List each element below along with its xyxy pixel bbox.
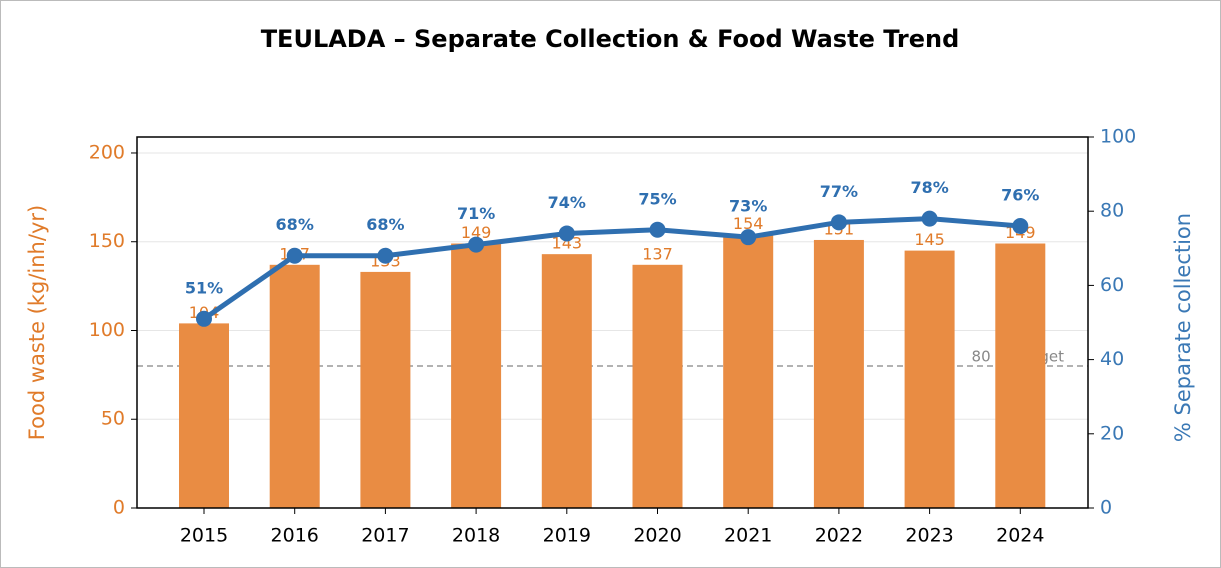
y-axis-label: Food waste (kg/inh/yr)	[25, 205, 49, 440]
x-tick-label: 2019	[543, 525, 591, 547]
y-tick-label: 50	[101, 408, 125, 430]
bar	[723, 234, 774, 508]
line-value-label: 74%	[548, 193, 586, 212]
y-tick-label: 150	[89, 230, 125, 252]
line-value-label: 68%	[366, 215, 404, 234]
bar	[904, 250, 955, 508]
line-value-label: 68%	[276, 215, 314, 234]
y2-tick-label: 60	[1100, 274, 1124, 296]
bar	[360, 271, 411, 508]
bar-value-label: 137	[642, 244, 673, 263]
x-tick-label: 2015	[180, 525, 228, 547]
line-value-label: 77%	[820, 182, 858, 201]
x-tick-label: 2020	[633, 525, 681, 547]
bar	[269, 264, 320, 508]
line-value-label: 73%	[729, 197, 767, 216]
bar	[179, 323, 229, 508]
y-tick-label: 0	[113, 497, 125, 519]
line-value-label: 76%	[1001, 186, 1039, 205]
x-tick-label: 2021	[724, 525, 772, 547]
y2-tick-label: 100	[1100, 126, 1136, 148]
bar	[451, 243, 502, 508]
line	[202, 216, 1021, 321]
bar	[541, 254, 592, 508]
bar-value-label: 154	[733, 214, 764, 233]
x-tick-label: 2023	[905, 525, 953, 547]
line-value-label: 75%	[638, 189, 676, 208]
plot-frame	[136, 136, 1089, 509]
line-value-label: 51%	[185, 278, 223, 297]
line-value-label: 71%	[457, 204, 495, 223]
bar-value-label: 145	[914, 230, 945, 249]
chart-title: TEULADA – Separate Collection & Food Was…	[261, 25, 960, 53]
bar-value-label: 143	[552, 234, 583, 253]
point	[468, 236, 485, 253]
y-tick-label: 200	[89, 141, 125, 163]
y2-axis-label: % Separate collection	[1171, 213, 1195, 442]
x-tick-label: 2017	[361, 525, 409, 547]
x-tick-label: 2022	[815, 525, 863, 547]
x-tick-label: 2018	[452, 525, 500, 547]
point	[286, 247, 303, 264]
point	[649, 221, 666, 238]
bar	[995, 243, 1046, 508]
point	[196, 310, 212, 327]
point	[1012, 218, 1029, 235]
point	[921, 210, 938, 227]
y-tick-label: 100	[89, 319, 125, 341]
y2-tick-label: 80	[1100, 200, 1124, 222]
bar-value-label: 149	[461, 223, 492, 242]
y2-tick-label: 40	[1100, 348, 1124, 370]
point	[558, 225, 575, 242]
line-value-label: 78%	[910, 178, 948, 197]
point	[830, 214, 847, 231]
x-tick-label: 2024	[996, 525, 1044, 547]
y2-tick-label: 20	[1100, 422, 1124, 444]
point	[740, 229, 757, 246]
bar	[813, 239, 864, 508]
bar	[632, 264, 683, 508]
point	[377, 247, 394, 264]
x-tick-label: 2016	[271, 525, 319, 547]
y2-tick-label: 0	[1100, 497, 1112, 519]
